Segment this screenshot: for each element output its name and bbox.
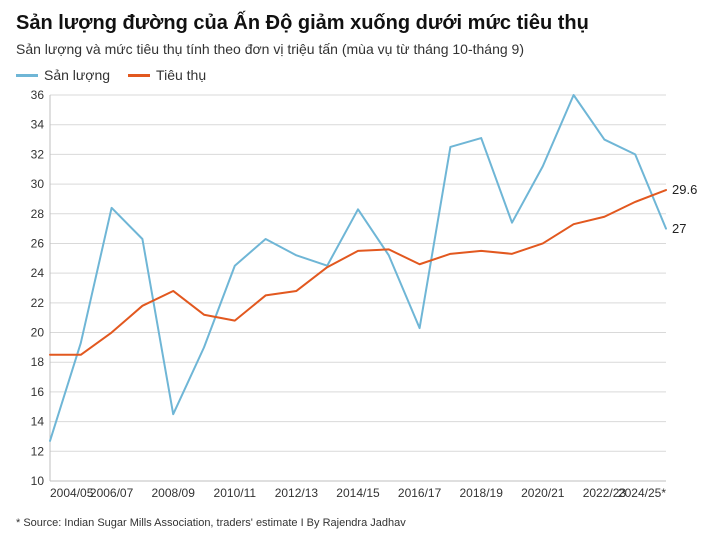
legend-item-production: Sản lượng — [16, 67, 110, 83]
svg-text:2014/15: 2014/15 — [336, 486, 380, 500]
legend: Sản lượng Tiêu thụ — [16, 67, 712, 83]
svg-text:2012/13: 2012/13 — [275, 486, 319, 500]
legend-label-consumption: Tiêu thụ — [156, 67, 206, 83]
chart-title: Sản lượng đường của Ấn Độ giảm xuống dướ… — [16, 12, 712, 35]
svg-text:2024/25*: 2024/25* — [618, 486, 666, 500]
chart-container: Sản lượng đường của Ấn Độ giảm xuống dướ… — [0, 0, 728, 537]
chart-subtitle: Sản lượng và mức tiêu thụ tính theo đơn … — [16, 41, 712, 57]
end-label-production: 27 — [672, 221, 686, 236]
svg-text:2008/09: 2008/09 — [152, 486, 196, 500]
svg-text:2006/07: 2006/07 — [90, 486, 134, 500]
source-text: * Source: Indian Sugar Mills Association… — [16, 517, 712, 529]
svg-text:22: 22 — [31, 296, 45, 310]
legend-item-consumption: Tiêu thụ — [128, 67, 206, 83]
svg-text:2020/21: 2020/21 — [521, 486, 565, 500]
svg-text:24: 24 — [31, 266, 45, 280]
svg-text:32: 32 — [31, 147, 45, 161]
legend-label-production: Sản lượng — [44, 67, 110, 83]
svg-text:18: 18 — [31, 355, 45, 369]
svg-text:28: 28 — [31, 207, 45, 221]
svg-text:2010/11: 2010/11 — [214, 486, 257, 500]
svg-text:30: 30 — [31, 177, 45, 191]
svg-text:20: 20 — [31, 326, 45, 340]
svg-text:12: 12 — [31, 444, 45, 458]
chart-svg: 10 12 14 16 18 20 22 24 26 28 30 32 34 36 2004/052006/… — [16, 89, 712, 509]
chart-plot: 10 12 14 16 18 20 22 24 26 28 30 32 34 36 2004/052006/… — [16, 89, 712, 509]
svg-text:36: 36 — [31, 89, 45, 102]
svg-text:2018/19: 2018/19 — [460, 486, 504, 500]
svg-text:2016/17: 2016/17 — [398, 486, 442, 500]
svg-text:10: 10 — [31, 474, 45, 488]
svg-text:34: 34 — [31, 118, 45, 132]
end-label-consumption: 29.6 — [672, 182, 697, 197]
svg-text:26: 26 — [31, 236, 45, 250]
legend-swatch-production — [16, 74, 38, 77]
svg-text:2004/05: 2004/05 — [50, 486, 94, 500]
svg-text:14: 14 — [31, 415, 45, 429]
legend-swatch-consumption — [128, 74, 150, 77]
svg-text:16: 16 — [31, 385, 45, 399]
